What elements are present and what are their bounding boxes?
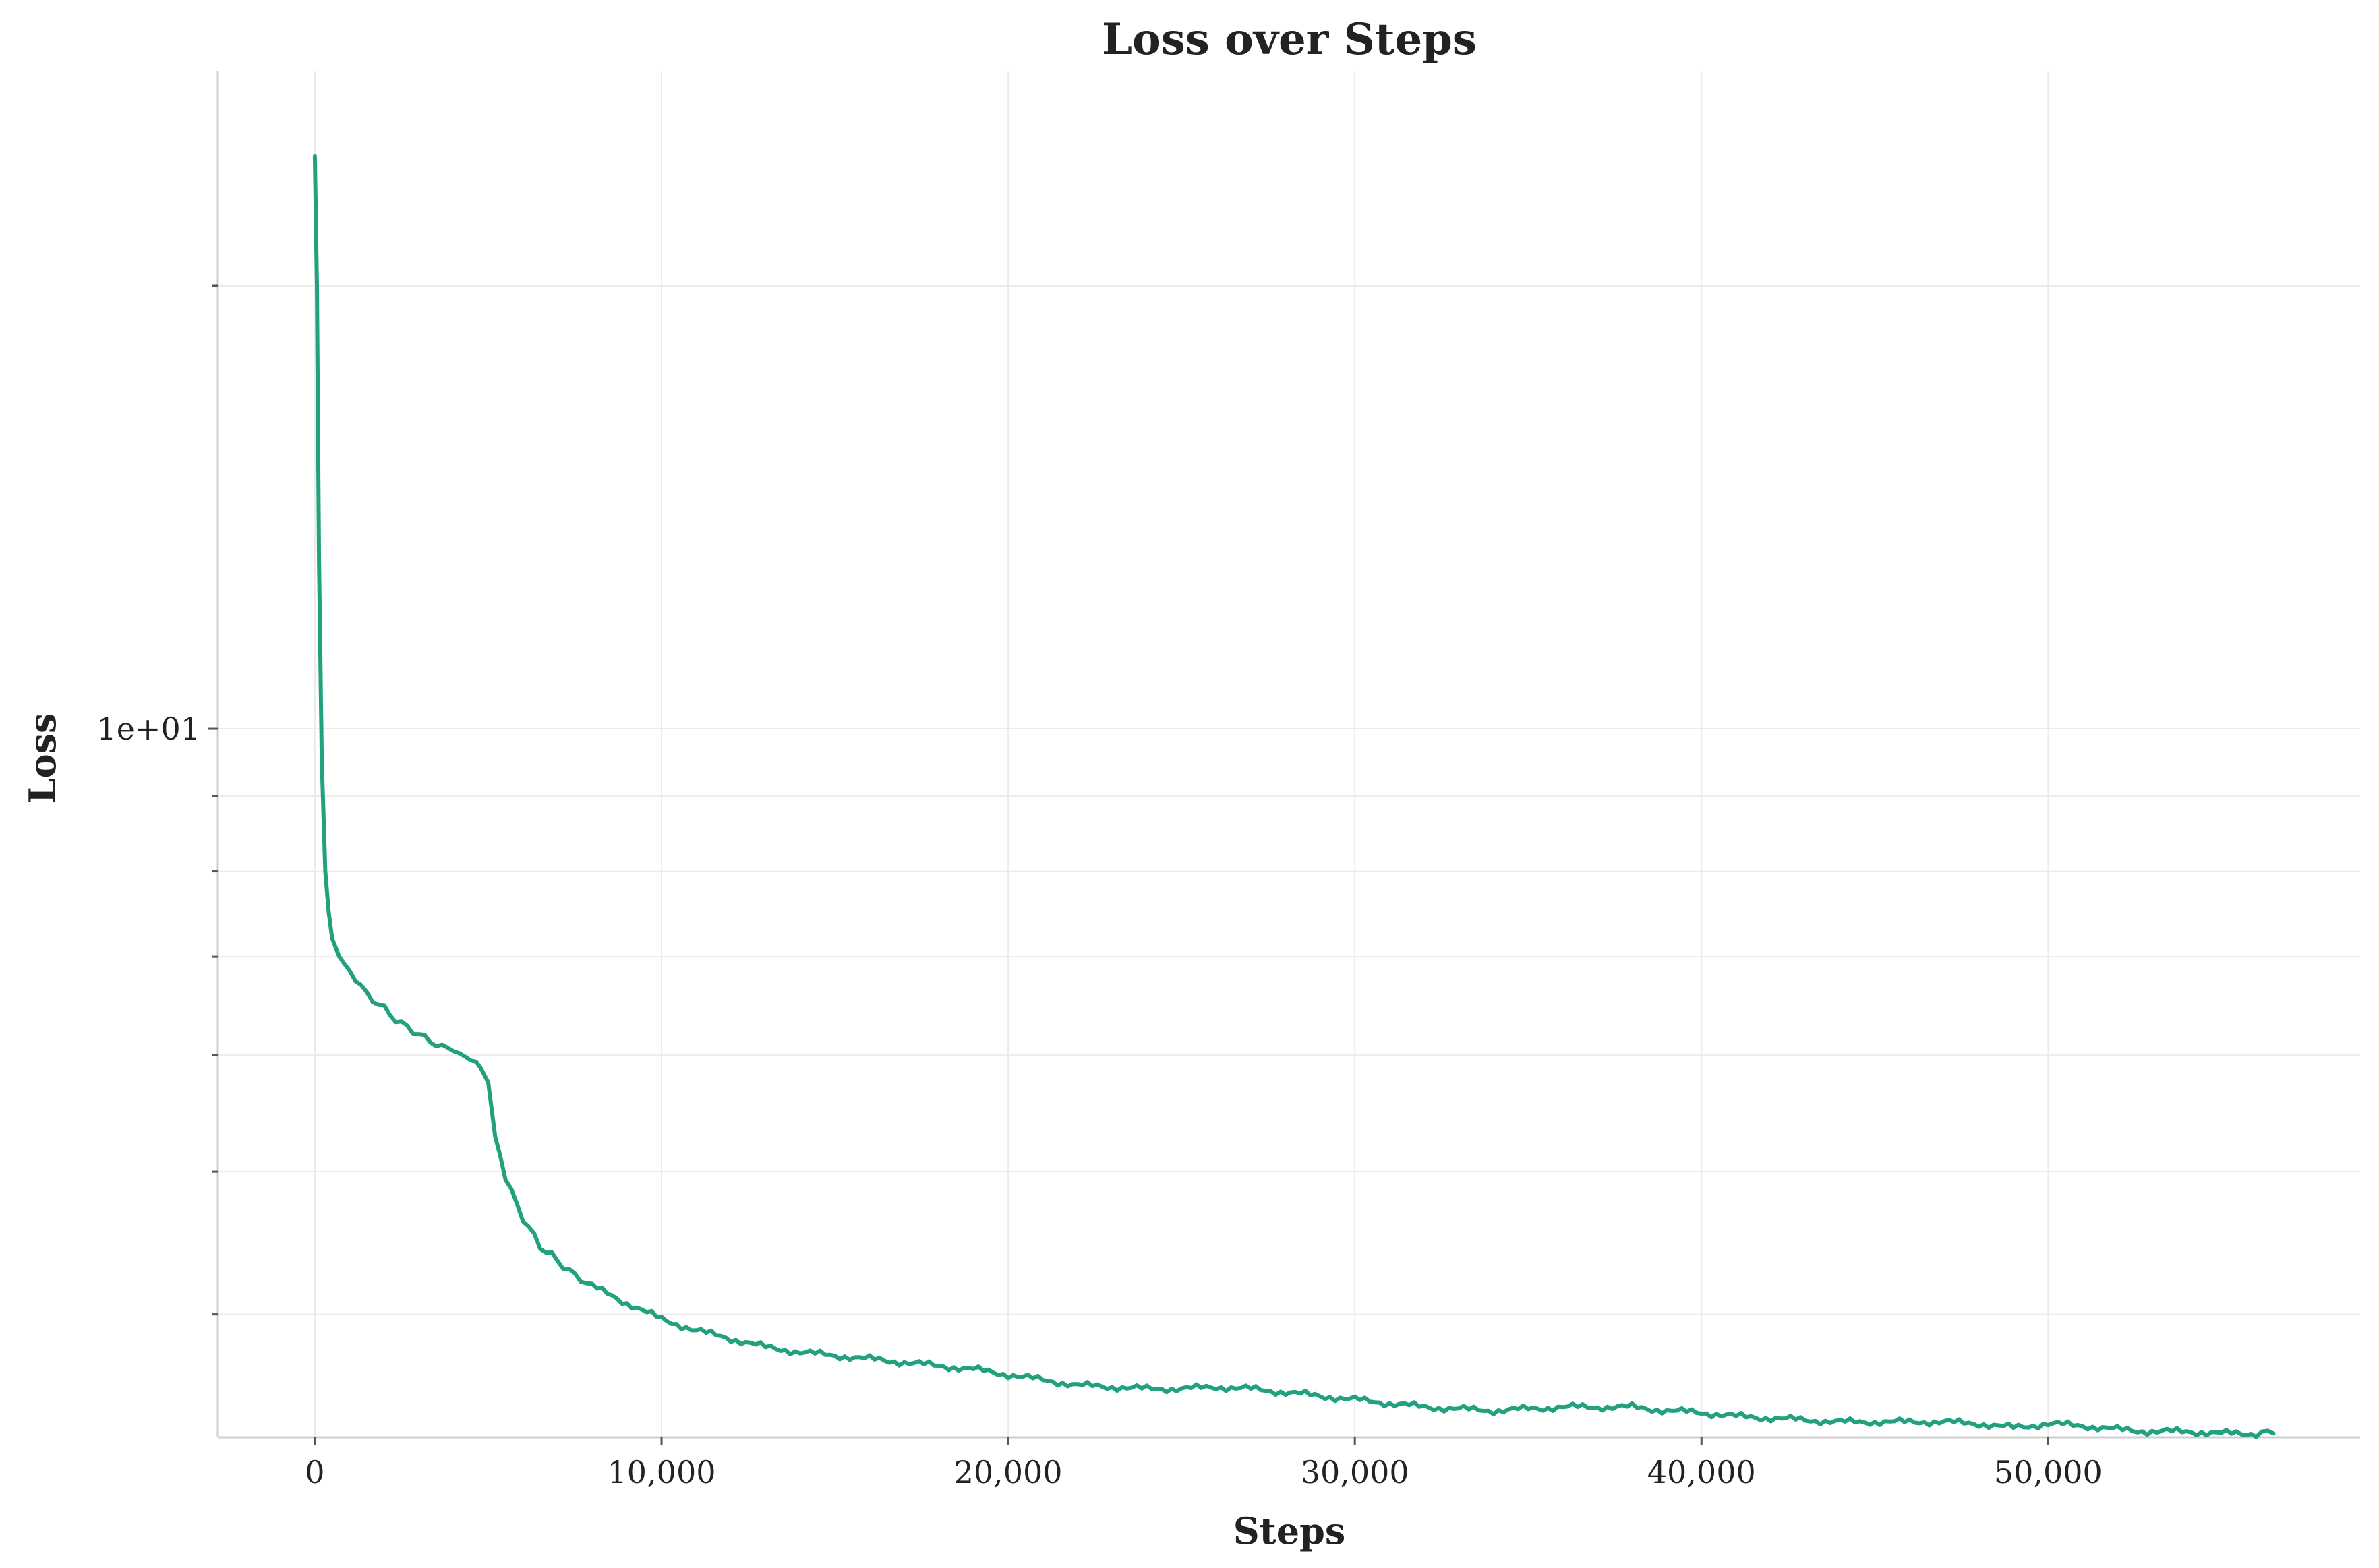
x-tick-label: 10,000 bbox=[608, 1454, 716, 1490]
y-axis-label: Loss bbox=[21, 713, 64, 804]
x-tick-label: 0 bbox=[305, 1454, 324, 1490]
series-layer bbox=[312, 154, 2276, 1439]
axes bbox=[216, 71, 2360, 1439]
x-tick-label: 30,000 bbox=[1301, 1454, 1409, 1490]
y-tick-label: 1e+01 bbox=[96, 711, 200, 747]
x-axis-label: Steps bbox=[1233, 1509, 1345, 1552]
chart-title: Loss over Steps bbox=[1102, 14, 1477, 65]
grid bbox=[218, 71, 2360, 1437]
loss-series-line bbox=[312, 154, 2276, 1439]
ticks: 0 10,000 20,000 30,000 40,000 50,000 1e+01 bbox=[96, 284, 2103, 1490]
x-tick-label: 50,000 bbox=[1994, 1454, 2103, 1490]
x-tick-label: 20,000 bbox=[954, 1454, 1063, 1490]
x-tick-label: 40,000 bbox=[1647, 1454, 1756, 1490]
